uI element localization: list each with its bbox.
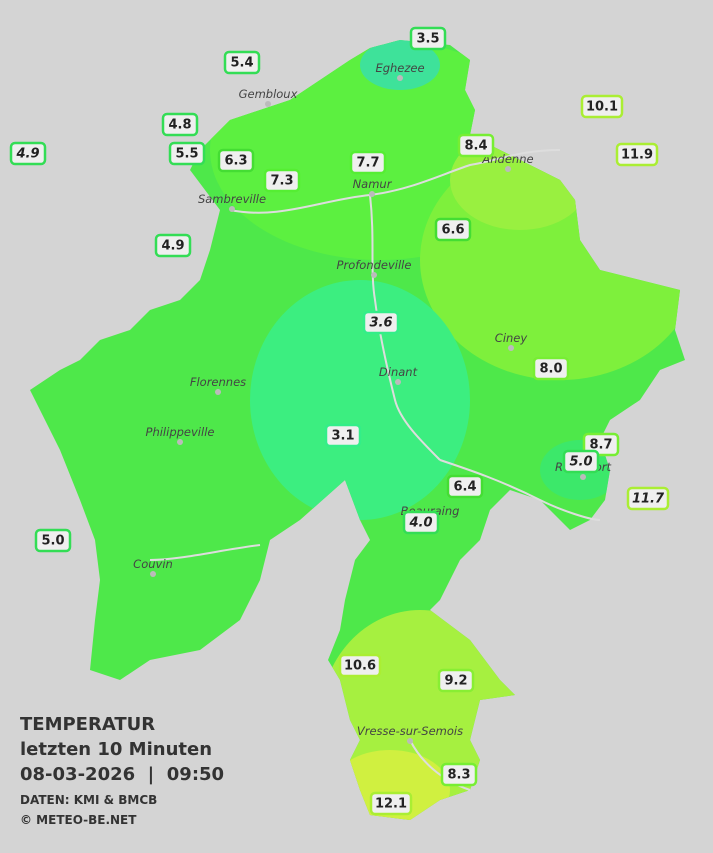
station-value: 6.6: [441, 223, 464, 238]
station-value: 10.1: [586, 100, 618, 115]
station-box: [437, 668, 475, 693]
station-box: [223, 50, 261, 75]
station-box: [338, 653, 382, 678]
station-box: [324, 423, 362, 448]
town-marker: [580, 474, 586, 480]
station-value: 8.4: [464, 139, 487, 154]
station-box: [409, 26, 447, 51]
station-value: 7.3: [270, 174, 293, 189]
town-marker: [505, 166, 511, 172]
town-marker: [229, 206, 235, 212]
town-label: Sambreville: [198, 192, 266, 206]
station-value: 11.9: [621, 148, 653, 163]
station-value: 5.0: [569, 455, 592, 470]
town-marker: [150, 571, 156, 577]
town-label: Vresse-sur-Semois: [357, 724, 463, 738]
station-value: 5.5: [175, 147, 198, 162]
station-box: [34, 528, 72, 553]
station-box: [532, 356, 570, 381]
station-value: 6.3: [224, 154, 247, 169]
town-marker: [395, 379, 401, 385]
station-value: 3.6: [369, 316, 392, 331]
station-box: [615, 142, 659, 167]
town-label: Florennes: [190, 375, 246, 389]
town-marker: [371, 272, 377, 278]
town-label: Ciney: [495, 331, 528, 345]
town-marker: [508, 345, 514, 351]
station-value: 9.2: [444, 674, 467, 689]
station-box: [446, 474, 484, 499]
station-box: [440, 762, 478, 787]
title: TEMPERATUR: [20, 714, 155, 735]
town-label: Gembloux: [239, 87, 298, 101]
station-box: [349, 150, 387, 175]
town-marker: [397, 75, 403, 81]
station-value: 8.0: [539, 362, 562, 377]
station-box: [362, 310, 400, 335]
town-marker: [177, 439, 183, 445]
station-value: 4.0: [408, 516, 432, 531]
station-value: 5.4: [230, 56, 253, 71]
town-label: Eghezee: [375, 61, 424, 75]
station-value: 5.0: [41, 534, 64, 549]
station-value: 8.7: [589, 438, 612, 453]
station-box: [626, 486, 670, 511]
station-box: [562, 449, 600, 474]
station-value: 7.7: [356, 156, 379, 171]
town-label: Couvin: [133, 557, 173, 571]
station-value: 3.1: [331, 429, 354, 444]
credit: DATEN: KMI & BMCB: [20, 793, 157, 807]
town-label: Dinant: [379, 365, 418, 379]
town-label: Andenne: [481, 152, 533, 166]
station-box: [402, 510, 440, 535]
town-label: Philippeville: [146, 425, 215, 439]
town-marker: [215, 389, 221, 395]
station-box: [457, 133, 495, 158]
station-box: [9, 141, 47, 166]
station-value: 10.6: [344, 659, 376, 674]
station-value: 3.5: [416, 32, 439, 47]
station-box: [369, 791, 413, 816]
station-value: 12.1: [375, 797, 407, 812]
station-value: 11.7: [632, 492, 665, 507]
station-value: 6.4: [453, 480, 476, 495]
station-box: [168, 141, 206, 166]
subtitle: letzten 10 Minuten: [20, 739, 212, 760]
station-value: 8.3: [447, 768, 470, 783]
credit: © METEO-BE.NET: [20, 813, 137, 827]
station-box: [154, 233, 192, 258]
station-value: 4.9: [161, 239, 184, 254]
town-label: Profondeville: [337, 258, 412, 272]
station-value: 4.9: [15, 147, 39, 162]
timestamp: 08-03-2026 | 09:50: [20, 764, 224, 785]
station-value: 4.8: [168, 118, 191, 133]
station-box: [580, 94, 624, 119]
town-label: Namur: [353, 177, 393, 191]
town-marker: [407, 738, 413, 744]
town-marker: [265, 101, 271, 107]
station-box: [434, 217, 472, 242]
station-box: [161, 112, 199, 137]
town-marker: [369, 191, 375, 197]
rivers: [149, 149, 601, 791]
station-box: [263, 168, 301, 193]
station-box: [217, 148, 255, 173]
